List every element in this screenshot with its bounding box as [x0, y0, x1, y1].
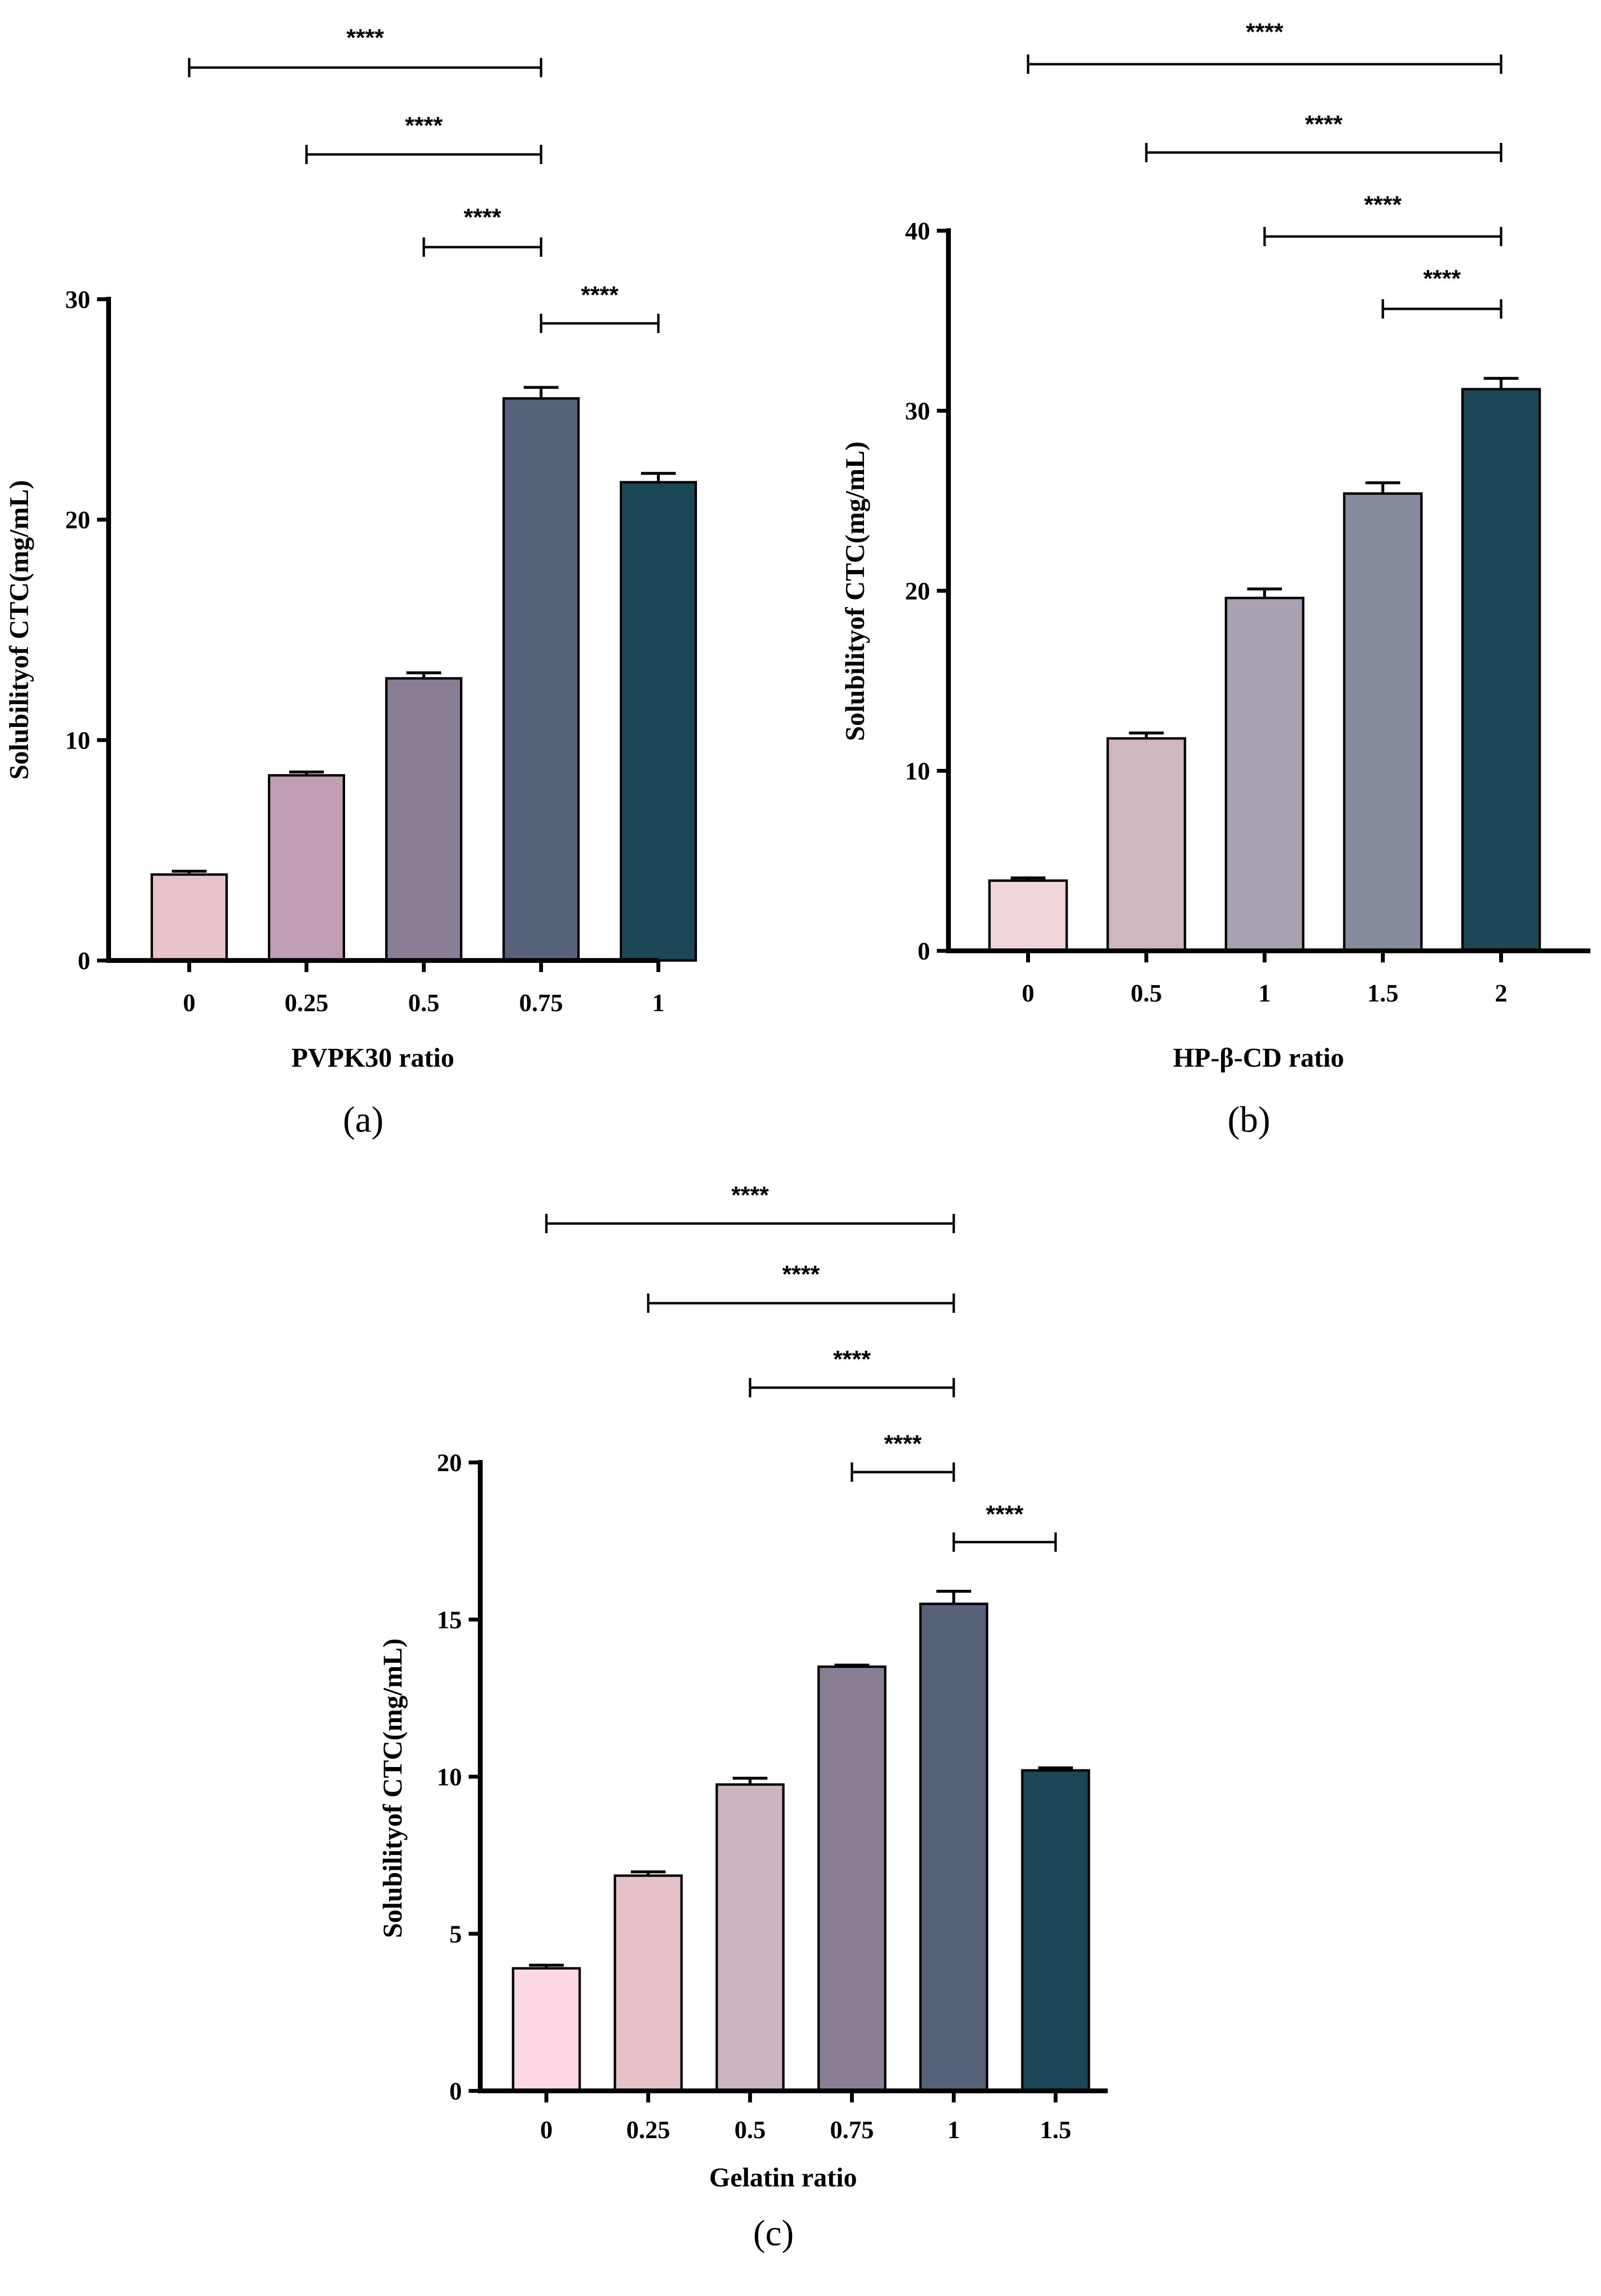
x-tick-label: 0.75 — [519, 989, 563, 1017]
x-tick-label: 0.25 — [626, 2116, 670, 2144]
x-tick-label: 1 — [947, 2116, 960, 2144]
significance-label: **** — [1305, 111, 1343, 138]
x-axis-title: PVPK30 ratio — [292, 1043, 454, 1073]
significance-label: **** — [833, 1346, 871, 1373]
x-tick-label: 2 — [1495, 980, 1507, 1007]
x-tick-label: 0 — [1022, 980, 1034, 1007]
y-tick-label: 40 — [905, 218, 930, 245]
bar — [919, 1602, 988, 2092]
bar — [1106, 737, 1186, 952]
x-tick-label: 0 — [183, 989, 195, 1017]
y-tick-label: 0 — [449, 2078, 462, 2105]
chart-panel-a: 0 10 20 30 0 0.25 0.5 0.75 1 PVPK30 ratio Solubili… — [4, 24, 697, 1140]
x-tick-label: 1 — [1258, 980, 1271, 1007]
significance-label: **** — [1423, 265, 1461, 292]
y-tick-label: 0 — [78, 947, 90, 975]
x-tick-label: 0.25 — [285, 989, 329, 1017]
y-tick-label: 15 — [437, 1607, 462, 1634]
significance-label: **** — [1364, 191, 1402, 218]
significance-label: **** — [782, 1261, 820, 1288]
bar — [988, 879, 1068, 952]
panel-label: (a) — [343, 1099, 383, 1140]
bar — [620, 481, 697, 962]
bar — [1461, 388, 1541, 952]
significance-label: **** — [986, 1501, 1024, 1528]
significance-label: **** — [464, 204, 501, 231]
y-axis-title: Solubilityof CTC(mg/mL) — [840, 442, 870, 741]
significance-label: **** — [884, 1430, 922, 1457]
y-tick-label: 20 — [437, 1449, 462, 1477]
x-tick-label: 0.5 — [1131, 980, 1162, 1007]
bar — [1343, 492, 1423, 952]
x-tick-label: 0.5 — [408, 989, 440, 1017]
x-tick-label: 1.5 — [1367, 980, 1399, 1007]
y-axis-title: Solubilityof CTC(mg/mL) — [378, 1639, 408, 1938]
y-tick-label: 20 — [905, 578, 930, 605]
bar — [1225, 597, 1305, 952]
bar — [151, 873, 228, 962]
bar — [817, 1665, 887, 2092]
y-tick-label: 5 — [449, 1921, 462, 1948]
x-tick-label: 0.75 — [830, 2116, 874, 2144]
significance-label: **** — [581, 281, 619, 308]
y-tick-label: 20 — [65, 507, 90, 534]
x-tick-label: 1.5 — [1040, 2116, 1072, 2144]
y-tick-label: 30 — [65, 286, 90, 314]
x-tick-label: 1 — [652, 989, 665, 1017]
x-axis-title: HP-β-CD ratio — [1173, 1043, 1344, 1073]
x-tick-label: 0.5 — [735, 2116, 766, 2144]
significance-label: **** — [1246, 18, 1283, 45]
bar — [385, 677, 462, 962]
significance-label: **** — [731, 1182, 769, 1209]
x-axis-title: Gelatin ratio — [709, 2163, 857, 2193]
y-tick-label: 0 — [918, 938, 930, 965]
significance-label: **** — [347, 24, 384, 51]
y-tick-label: 10 — [437, 1764, 462, 1791]
chart-panel-b: 0 10 20 30 40 0 0.5 1 1.5 2 HP-β-CD ratio Solubilit… — [840, 18, 1590, 1140]
y-tick-label: 30 — [905, 398, 930, 425]
panel-label: (c) — [753, 2213, 794, 2254]
panel-label: (b) — [1227, 1099, 1270, 1140]
y-tick-label: 10 — [905, 758, 930, 785]
y-tick-label: 10 — [65, 727, 90, 754]
bar — [715, 1783, 785, 2092]
y-axis-title: Solubilityof CTC(mg/mL) — [4, 480, 34, 780]
chart-panel-c: 0 5 10 15 20 0 0.25 0.5 0.75 1 1.5 Gelatin ratio Sol… — [378, 1182, 1108, 2254]
significance-label: **** — [405, 112, 443, 139]
bar — [613, 1874, 683, 2092]
bar — [1021, 1769, 1090, 2092]
bar — [268, 774, 345, 962]
bar — [502, 397, 580, 962]
bar — [512, 1967, 581, 2092]
x-tick-label: 0 — [540, 2116, 553, 2144]
